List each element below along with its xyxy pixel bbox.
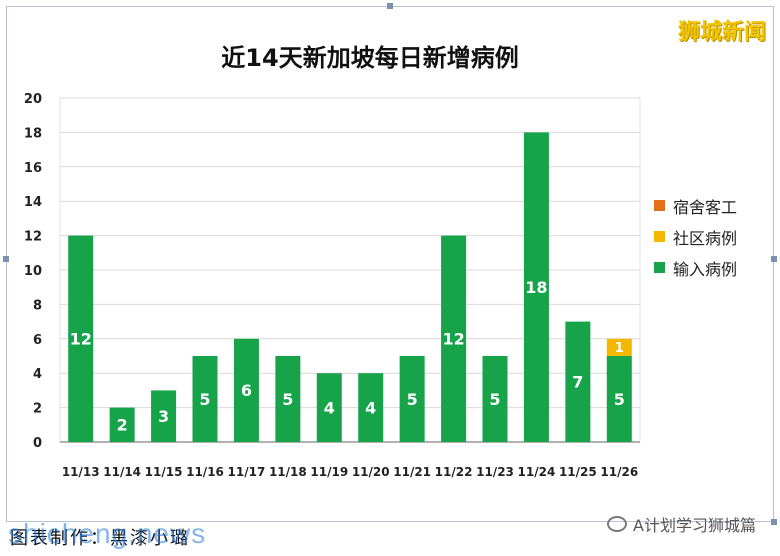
- y-tick-label: 2: [33, 402, 42, 417]
- x-tick-label: 11/16: [186, 465, 224, 479]
- resize-handle-bottom-right[interactable]: [771, 519, 777, 525]
- data-label: 7: [572, 373, 583, 392]
- x-tick-label: 11/15: [145, 465, 183, 479]
- x-tick-label: 11/17: [228, 465, 266, 479]
- data-label: 4: [365, 398, 376, 417]
- bar-imported: [606, 356, 632, 442]
- data-label: 12: [70, 330, 92, 349]
- legend-item-community: 社区病例: [654, 221, 737, 252]
- bar-imported: [109, 407, 135, 442]
- y-tick-label: 18: [24, 126, 42, 141]
- chart-legend: 宿舍客工 社区病例 输入病例: [654, 190, 737, 283]
- legend-swatch-community: [654, 231, 665, 242]
- y-tick-label: 14: [24, 195, 42, 210]
- y-tick-label: 10: [24, 264, 42, 279]
- y-tick-label: 0: [33, 436, 42, 451]
- data-label: 2: [117, 416, 128, 435]
- chart-title: 近14天新加坡每日新增病例: [221, 44, 519, 72]
- data-label: 5: [614, 390, 625, 409]
- bar-imported: [482, 356, 508, 442]
- x-tick-label: 11/23: [476, 465, 514, 479]
- x-tick-label: 11/13: [62, 465, 100, 479]
- bar-imported: [233, 338, 259, 442]
- bar-community: [606, 338, 632, 356]
- legend-label-dormitory: 宿舍客工: [673, 197, 738, 217]
- bar-imported: [523, 132, 549, 442]
- bar-imported: [192, 356, 218, 442]
- legend-item-imported: 输入病例: [654, 252, 737, 283]
- bar-imported: [151, 390, 177, 442]
- data-label: 18: [525, 278, 547, 297]
- data-label: 1: [615, 341, 624, 356]
- data-label: 5: [199, 390, 210, 409]
- y-tick-label: 4: [33, 367, 42, 382]
- x-tick-label: 11/19: [310, 465, 348, 479]
- brand-logo-text: 狮城新闻: [677, 20, 766, 45]
- resize-handle-top[interactable]: [387, 3, 393, 9]
- wechat-account-name: A计划学习狮城篇: [633, 516, 756, 535]
- legend-label-community: 社区病例: [673, 228, 738, 248]
- x-tick-label: 11/20: [352, 465, 390, 479]
- data-label: 5: [489, 390, 500, 409]
- y-tick-label: 6: [33, 333, 42, 348]
- x-tick-label: 11/18: [269, 465, 307, 479]
- wechat-account-tag: A计划学习狮城篇: [607, 512, 756, 536]
- data-label: 6: [241, 381, 252, 400]
- y-tick-label: 16: [24, 161, 42, 176]
- y-tick-label: 12: [24, 230, 42, 245]
- x-tick-label: 11/24: [518, 465, 556, 479]
- x-tick-label: 11/26: [600, 465, 638, 479]
- x-tick-label: 11/22: [435, 465, 473, 479]
- bar-imported: [275, 356, 301, 442]
- resize-handle-left[interactable]: [3, 256, 9, 262]
- x-tick-label: 11/25: [559, 465, 597, 479]
- resize-handle-right[interactable]: [771, 256, 777, 262]
- chart-credit: 图表制作：黑漆小璐: [10, 528, 190, 549]
- data-label: 5: [282, 390, 293, 409]
- bar-imported: [441, 235, 467, 442]
- y-tick-label: 8: [33, 298, 42, 313]
- legend-label-imported: 输入病例: [673, 259, 738, 279]
- bar-imported: [316, 373, 342, 442]
- bar-imported: [358, 373, 384, 442]
- legend-swatch-imported: [654, 262, 665, 273]
- bar-imported: [399, 356, 425, 442]
- bar-imported: [565, 321, 591, 442]
- site-watermark: shicheng.news: [8, 518, 207, 549]
- y-tick-label: 20: [24, 92, 42, 107]
- data-label: 3: [158, 407, 169, 426]
- bar-imported: [68, 235, 94, 442]
- x-tick-label: 11/21: [393, 465, 431, 479]
- x-tick-label: 11/14: [103, 465, 141, 479]
- data-label: 4: [324, 398, 335, 417]
- bar-chart: 024681012141618201211/13211/14311/15511/…: [24, 92, 641, 479]
- data-label: 12: [442, 330, 464, 349]
- legend-swatch-dormitory: [654, 200, 665, 211]
- wechat-icon: [607, 516, 628, 532]
- data-label: 5: [407, 390, 418, 409]
- legend-item-dormitory: 宿舍客工: [654, 190, 737, 221]
